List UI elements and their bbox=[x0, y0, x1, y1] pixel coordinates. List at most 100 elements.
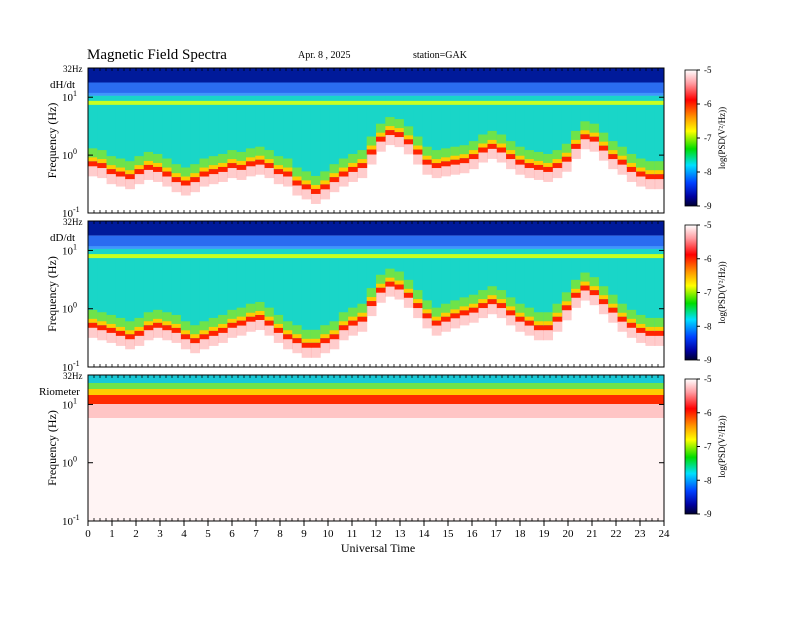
spectral-band-mid bbox=[88, 247, 98, 324]
spectral-band-red bbox=[431, 320, 442, 326]
figure-date: Apr. 8 , 2025 bbox=[298, 50, 351, 61]
spectral-band-yellow bbox=[236, 316, 247, 321]
spectral-band-green bbox=[143, 151, 154, 162]
spectral-band-green bbox=[441, 148, 451, 159]
spectral-band-yellow bbox=[245, 312, 256, 317]
spectral-band-yellow bbox=[88, 157, 98, 162]
spectral-band-yellow bbox=[515, 312, 526, 317]
spectral-band-pink bbox=[171, 182, 182, 193]
spectral-band-pink bbox=[273, 174, 284, 185]
spectral-band-red bbox=[506, 154, 516, 160]
spectral-band-yellow bbox=[357, 159, 368, 164]
spectral-band-pink bbox=[394, 289, 405, 300]
spectral-band-pink bbox=[431, 168, 442, 179]
colorbar-label: log(PSD(V²/Hz)) bbox=[717, 415, 727, 477]
spectral-band-green bbox=[227, 150, 238, 161]
spectral-band-yellow bbox=[394, 128, 405, 133]
spectral-band-pink bbox=[626, 171, 637, 182]
spectral-band-mid bbox=[125, 94, 135, 176]
spectral-band-pink bbox=[292, 185, 303, 196]
spectral-band-yellow bbox=[264, 159, 275, 164]
spectral-band-mid bbox=[366, 94, 377, 151]
spectral-band-mid bbox=[515, 247, 526, 318]
spectral-band-yellow bbox=[338, 167, 349, 172]
spectral-band-green bbox=[468, 141, 479, 152]
spectral-band-yellow bbox=[115, 167, 126, 172]
spectral-band-pink bbox=[115, 335, 126, 346]
spectral-band-red bbox=[487, 143, 498, 149]
y-tick-label: 101 bbox=[62, 89, 77, 104]
spectral-band-red bbox=[125, 334, 135, 340]
spectral-band-green bbox=[301, 329, 312, 340]
spectral-band-mid bbox=[385, 247, 396, 283]
spectral-band-red bbox=[264, 163, 275, 169]
spectral-band-pink bbox=[366, 154, 377, 165]
colorbar-tick-label: -8 bbox=[704, 321, 712, 331]
spectral-band-pink bbox=[617, 164, 628, 175]
spectral-band-red bbox=[441, 161, 451, 167]
spectral-band-green bbox=[97, 312, 108, 323]
spectral-band-pink bbox=[245, 166, 256, 177]
spectral-band-green bbox=[162, 158, 173, 169]
upper-blue-band bbox=[88, 82, 664, 96]
spectral-band-green bbox=[422, 300, 433, 311]
spectral-band-red bbox=[533, 164, 544, 170]
spectral-band-red bbox=[376, 287, 386, 293]
spectral-band-pink bbox=[301, 189, 312, 200]
spectral-band-mid bbox=[589, 94, 600, 138]
spectral-band-green bbox=[115, 158, 126, 169]
spectral-band-pink bbox=[515, 164, 526, 175]
spectral-band-green bbox=[218, 153, 228, 164]
spectral-band-green bbox=[255, 146, 266, 157]
spectral-band-mid bbox=[348, 247, 358, 322]
spectral-band-red bbox=[487, 299, 498, 305]
spectral-band-mid bbox=[366, 247, 377, 303]
spectral-band-pink bbox=[134, 174, 145, 185]
spectral-band-pink bbox=[320, 343, 331, 354]
spectral-band-mid bbox=[320, 94, 331, 186]
riometer-pink-band bbox=[88, 404, 664, 418]
spectral-band-yellow bbox=[153, 318, 163, 323]
spectral-band-mid bbox=[422, 94, 433, 161]
spectral-band-green bbox=[190, 325, 200, 336]
spectral-band-green bbox=[348, 307, 358, 318]
spectral-band-yellow bbox=[626, 318, 637, 323]
spectral-band-green bbox=[357, 303, 368, 314]
spectral-band-pink bbox=[533, 330, 544, 341]
spectral-band-red bbox=[617, 159, 628, 165]
spectral-band-mid bbox=[236, 94, 247, 166]
spectral-band-red bbox=[208, 330, 219, 336]
spectral-band-yellow bbox=[106, 165, 117, 170]
spectral-band-mid bbox=[199, 94, 210, 173]
spectral-band-green bbox=[199, 158, 210, 169]
spectral-band-mid bbox=[273, 94, 284, 171]
spectral-band-mid bbox=[459, 247, 470, 312]
spectral-band-green bbox=[636, 314, 646, 325]
spectral-band-yellow bbox=[617, 312, 628, 317]
spectral-band-pink bbox=[422, 318, 433, 329]
spectral-band-red bbox=[236, 320, 247, 326]
spectral-band-pink bbox=[97, 168, 108, 179]
spectral-band-mid bbox=[561, 247, 572, 307]
spectral-band-pink bbox=[598, 304, 609, 315]
x-tick-label: 21 bbox=[587, 528, 598, 540]
spectral-band-green bbox=[190, 164, 200, 175]
spectral-band-red bbox=[571, 292, 581, 298]
spectral-band-yellow bbox=[357, 312, 368, 317]
spectral-band-yellow bbox=[125, 330, 135, 335]
spectral-band-yellow bbox=[329, 173, 340, 178]
spectral-band-yellow bbox=[283, 330, 293, 335]
spectral-band-red bbox=[571, 143, 581, 149]
spectral-band-mid bbox=[431, 94, 442, 165]
spectral-band-red bbox=[552, 316, 563, 322]
high-freq-band bbox=[88, 221, 664, 236]
spectral-band-pink bbox=[626, 327, 637, 338]
spectral-band-yellow bbox=[329, 330, 340, 335]
spectral-band-red bbox=[422, 313, 433, 319]
spectral-band-pink bbox=[106, 174, 117, 185]
spectral-band-mid bbox=[106, 94, 117, 171]
spectral-band-mid bbox=[320, 247, 331, 340]
spectral-band-yellow bbox=[645, 326, 656, 331]
spectral-band-red bbox=[301, 184, 312, 190]
spectral-band-mid bbox=[255, 247, 266, 317]
